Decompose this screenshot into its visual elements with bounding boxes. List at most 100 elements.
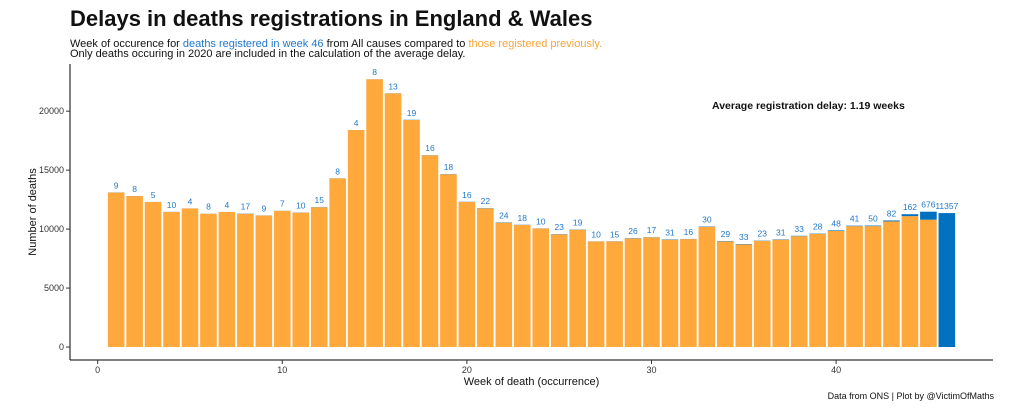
bar-previous-week-16 [384, 93, 402, 348]
bar-value-label: 4 [225, 200, 230, 210]
y-tick-label: 5000 [44, 283, 64, 293]
bar-previous-week-8 [237, 213, 254, 348]
bar-value-label: 30 [702, 214, 712, 224]
chart-subtitle-line-1: Week of occurence for deaths registered … [70, 38, 602, 50]
bar-value-label: 4 [354, 118, 359, 128]
y-tick-label: 0 [59, 342, 64, 352]
bar-previous-week-5 [181, 208, 199, 348]
bar-previous-week-2 [126, 196, 143, 348]
bar-value-label: 8 [206, 202, 211, 212]
bar-previous-week-38 [790, 236, 808, 348]
bar-previous-week-43 [883, 221, 900, 348]
bar-previous-week-23 [513, 224, 531, 348]
bar-previous-week-19 [440, 174, 457, 348]
bar-previous-week-20 [458, 201, 476, 348]
bar-value-label: 10 [536, 216, 546, 226]
y-axis-title: Number of deaths [27, 168, 39, 256]
y-tick-label: 15000 [39, 165, 64, 175]
bar-value-label: 23 [554, 222, 564, 232]
bar-previous-week-18 [421, 155, 439, 348]
bar-value-label: 8 [372, 67, 377, 77]
bar-previous-week-34 [717, 241, 734, 348]
chart-caption: Data from ONS | Plot by @VictimOfMaths [827, 391, 994, 401]
bar-previous-week-41 [846, 226, 863, 348]
bar-value-label: 17 [241, 202, 251, 212]
bar-value-label: 15 [314, 195, 324, 205]
bar-previous-week-42 [864, 226, 882, 348]
bar-value-label: 8 [132, 184, 137, 194]
bar-previous-week-28 [606, 241, 623, 348]
bar-previous-week-40 [827, 230, 845, 348]
bar-value-label: 162 [903, 202, 917, 212]
y-tick-label: 20000 [39, 106, 64, 116]
subtitle-week46-highlight: deaths registered in week 46 [182, 38, 324, 50]
bar-previous-week-44 [901, 216, 919, 348]
bar-week46-week-45 [920, 211, 937, 220]
bar-week46-week-43 [883, 220, 900, 222]
bar-previous-week-7 [218, 212, 236, 348]
bar-previous-week-15 [366, 79, 383, 348]
bar-value-label: 33 [739, 232, 749, 242]
bar-value-label: 33 [794, 224, 804, 234]
bar-previous-week-11 [292, 212, 310, 348]
bar-value-label: 13 [388, 81, 398, 91]
bar-previous-week-31 [661, 239, 679, 348]
bar-value-label: 31 [776, 227, 786, 237]
bar-previous-week-10 [273, 210, 291, 348]
bar-value-label: 676 [921, 200, 935, 210]
bar-value-label: 22 [481, 196, 491, 206]
bar-value-label: 41 [850, 214, 860, 224]
bar-previous-week-24 [532, 228, 550, 348]
chart-title: Delays in deaths registrations in Englan… [70, 6, 593, 31]
bar-value-label: 16 [684, 227, 694, 237]
chart-subtitle-line-2: Only deaths occuring in 2020 are include… [70, 48, 466, 60]
bar-previous-week-35 [735, 244, 753, 348]
bar-value-label: 10 [591, 229, 601, 239]
bar-value-label: 4 [188, 196, 193, 206]
subtitle-prefix: Week of occurence for [70, 38, 183, 50]
bar-previous-week-12 [310, 207, 328, 348]
x-tick-label: 10 [277, 365, 287, 375]
bar-previous-week-37 [772, 239, 790, 348]
bar-previous-week-1 [107, 192, 125, 348]
bar-previous-week-6 [200, 213, 217, 348]
subtitle-previous-highlight: those registered previously. [468, 38, 603, 50]
bar-value-label: 50 [868, 214, 878, 224]
bar-value-label: 31 [665, 227, 675, 237]
bar-value-label: 29 [721, 229, 731, 239]
bar-value-label: 17 [647, 225, 657, 235]
bar-previous-week-21 [477, 208, 494, 348]
bar-value-label: 9 [114, 180, 119, 190]
bar-value-label: 10 [296, 200, 306, 210]
bar-value-label: 18 [518, 213, 528, 223]
bar-previous-week-32 [680, 239, 697, 348]
x-tick-label: 40 [831, 365, 841, 375]
bar-value-label: 11357 [935, 201, 958, 211]
x-tick-label: 30 [646, 365, 656, 375]
bar-value-label: 48 [831, 218, 841, 228]
bar-previous-week-30 [643, 237, 660, 348]
bar-value-label: 5 [151, 190, 156, 200]
bar-previous-week-45 [920, 219, 937, 348]
bar-value-label: 28 [813, 221, 823, 231]
bar-previous-week-26 [569, 229, 586, 348]
bar-value-label: 24 [499, 210, 509, 220]
bar-value-label: 7 [280, 199, 285, 209]
bar-value-label: 26 [628, 226, 638, 236]
bar-previous-week-14 [347, 130, 365, 348]
bar-value-label: 10 [167, 200, 177, 210]
bar-previous-week-4 [163, 212, 180, 348]
bar-previous-week-25 [550, 234, 568, 348]
x-tick-label: 0 [95, 365, 100, 375]
bar-previous-week-29 [624, 238, 642, 348]
bar-value-label: 19 [573, 217, 583, 227]
bar-value-label: 82 [887, 208, 897, 218]
bar-week46-week-42 [864, 225, 882, 227]
bar-previous-week-9 [255, 215, 273, 348]
bar-previous-week-39 [809, 233, 826, 348]
average-delay-annotation: Average registration delay: 1.19 weeks [712, 100, 905, 112]
y-tick-label: 10000 [39, 224, 64, 234]
bar-previous-week-22 [495, 222, 513, 348]
bar-value-label: 18 [444, 162, 454, 172]
